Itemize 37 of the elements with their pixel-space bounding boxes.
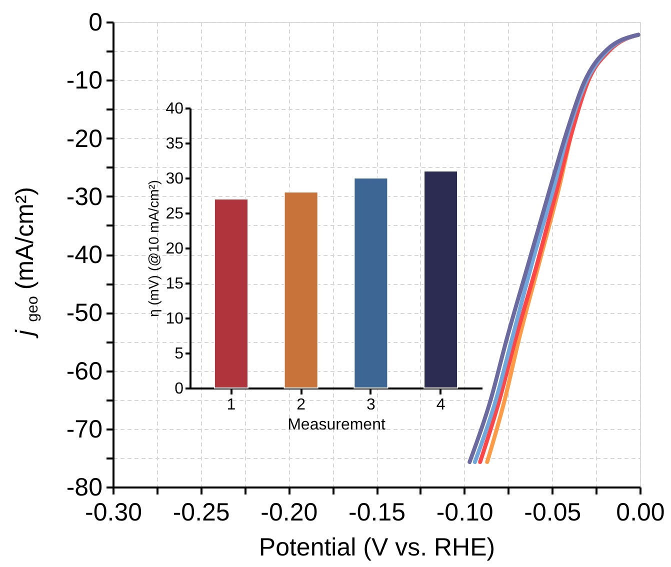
y-tick-label: 15 <box>166 276 184 292</box>
y-tick-label: 0 <box>88 8 102 36</box>
y-tick-label: 35 <box>166 136 184 152</box>
y-tick-label: -40 <box>66 241 102 269</box>
y-tick-label: 25 <box>166 206 184 222</box>
x-tick-label: -0.25 <box>172 498 230 526</box>
y-tick-label: 30 <box>166 170 184 188</box>
y-tick-label: 0 <box>174 380 184 398</box>
y-tick-label: -60 <box>66 357 102 386</box>
y-axis-title: η (mV) (@10 mA/cm²) <box>146 180 162 318</box>
x-tick-label: -0.05 <box>524 498 582 526</box>
x-tick-label: 1 <box>226 396 236 414</box>
y-tick-label: 10 <box>166 310 184 328</box>
x-tick-label: 3 <box>366 396 376 414</box>
x-tick-label: 4 <box>436 396 446 414</box>
y-tick-label: 20 <box>166 240 184 258</box>
y-tick-label: -30 <box>66 182 102 211</box>
bar <box>424 170 458 388</box>
x-tick-label: 0.00 <box>616 498 665 526</box>
y-tick-label: -50 <box>66 299 102 328</box>
y-tick-label: -70 <box>66 415 102 444</box>
y-tick-label: 5 <box>174 346 184 362</box>
y-tick-label: 40 <box>166 100 184 118</box>
x-tick-label: -0.10 <box>436 498 494 526</box>
y-axis-title: jgeo (mA/cm²) <box>11 186 42 339</box>
x-tick-label: 2 <box>296 396 306 414</box>
bar <box>354 178 388 388</box>
y-tick-label: -20 <box>66 124 102 153</box>
y-tick-label: -80 <box>66 474 102 502</box>
x-axis-title: Measurement <box>288 416 386 434</box>
y-tick-label: -10 <box>66 66 102 95</box>
x-tick-label: -0.15 <box>348 498 406 526</box>
x-tick-label: -0.30 <box>85 498 142 526</box>
bar <box>214 198 248 388</box>
x-axis-title: Potential (V vs. RHE) <box>258 534 496 562</box>
x-tick-label: -0.20 <box>260 498 318 526</box>
bar <box>284 192 318 388</box>
